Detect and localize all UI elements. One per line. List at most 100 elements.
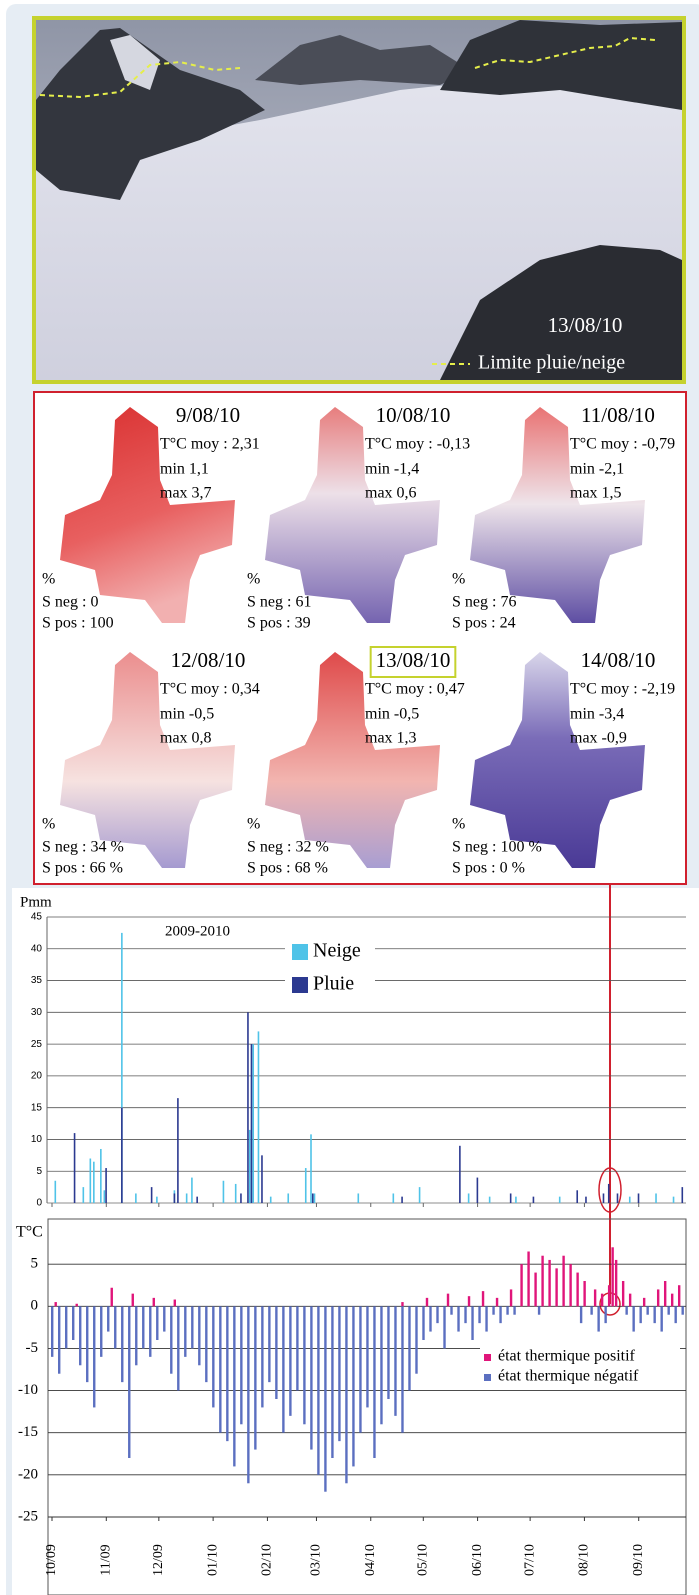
map-stat: max 3,7 [160, 485, 212, 502]
bar [579, 1306, 583, 1324]
bar [100, 1306, 103, 1357]
legend-label: état thermique positif [498, 1348, 636, 1365]
bar [585, 1196, 587, 1203]
y-axis-label: T°C [16, 1224, 43, 1241]
map-stat: min -2,1 [570, 461, 624, 478]
bar [198, 1306, 201, 1366]
bar [110, 1287, 113, 1307]
x-tick-label: 02/10 [260, 1544, 275, 1576]
map-stat: T°C moy : 2,31 [160, 436, 260, 453]
bar [185, 1193, 188, 1203]
bar [616, 1193, 619, 1203]
bar [513, 1306, 516, 1315]
bar [425, 1297, 429, 1307]
glacier-map [470, 407, 645, 623]
bar [681, 1306, 684, 1315]
bar [476, 1177, 479, 1203]
x-tick-label: 09/10 [631, 1544, 646, 1576]
x-tick-label: 10/09 [44, 1544, 59, 1576]
bar [628, 1293, 632, 1307]
bar [128, 1306, 131, 1458]
glacier-map [265, 652, 440, 868]
bar [177, 1098, 179, 1203]
legend-background [480, 1367, 680, 1387]
bar [75, 1303, 78, 1307]
bar [558, 1196, 561, 1203]
bar [467, 1296, 471, 1307]
map-share: S pos : 39 [247, 615, 311, 632]
map-date: 10/08/10 [376, 403, 451, 427]
legend-label: Pluie [313, 973, 354, 995]
bar [436, 1306, 439, 1324]
bar [310, 1306, 313, 1450]
bar [89, 1158, 92, 1203]
bar [357, 1193, 360, 1203]
bar [537, 1306, 541, 1315]
bar [338, 1306, 341, 1442]
map-stat: min 1,1 [160, 461, 209, 478]
bar [177, 1306, 180, 1391]
bar [576, 1190, 579, 1203]
bar [142, 1306, 145, 1349]
x-tick-label: 03/10 [309, 1544, 324, 1576]
bar [163, 1306, 166, 1332]
map-date: 9/08/10 [176, 403, 240, 427]
bar [534, 1272, 537, 1307]
bar [443, 1306, 446, 1349]
map-share: S neg : 76 [452, 594, 516, 611]
photo-legend: Limite pluie/neige [478, 352, 625, 374]
bar [628, 1196, 631, 1203]
bar [506, 1306, 509, 1315]
bar [250, 1044, 253, 1203]
bar [394, 1306, 397, 1416]
photo-date: 13/08/10 [548, 313, 623, 337]
bar [607, 1183, 610, 1203]
chart-background [12, 888, 699, 1595]
map-stat: min -0,5 [160, 706, 214, 723]
x-tick-label: 11/09 [99, 1544, 114, 1575]
bar [152, 1297, 155, 1307]
bar [660, 1306, 663, 1332]
bar [313, 1193, 316, 1203]
bar [247, 1012, 249, 1203]
bar [602, 1193, 605, 1203]
bar [289, 1306, 292, 1416]
bar [86, 1306, 89, 1383]
bar [252, 1044, 255, 1203]
bar [100, 1148, 102, 1203]
legend-background [480, 1347, 680, 1367]
bar [345, 1306, 348, 1484]
y-tick-label: -20 [18, 1466, 38, 1482]
map-share: S neg : 32 % [247, 839, 329, 856]
bar [73, 1133, 76, 1203]
bar [212, 1306, 215, 1408]
legend-swatch [484, 1374, 491, 1381]
bar [184, 1306, 187, 1357]
bar [51, 1306, 54, 1357]
bar [464, 1306, 467, 1324]
bar [401, 1306, 404, 1433]
bar [646, 1306, 649, 1315]
y-tick-label: 35 [31, 975, 43, 986]
bar [674, 1306, 677, 1324]
bar [191, 1177, 193, 1203]
bar [614, 1259, 618, 1307]
bar [562, 1255, 565, 1307]
bar [418, 1187, 421, 1203]
bar [607, 1285, 611, 1307]
y-tick-label: -25 [18, 1508, 38, 1524]
bar [515, 1196, 517, 1203]
map-share: S pos : 68 % [247, 860, 328, 877]
bar [247, 1306, 250, 1484]
map-stat: T°C moy : -0,13 [365, 436, 470, 453]
bar [429, 1306, 432, 1332]
y-tick-label: -15 [18, 1424, 38, 1440]
map-share: % [247, 816, 260, 833]
glacier-map [265, 407, 440, 623]
map-share: S neg : 0 [42, 594, 98, 611]
y-tick-label: 20 [31, 1071, 43, 1082]
bar [593, 1289, 597, 1307]
bar [121, 932, 123, 1203]
bar [105, 1168, 107, 1203]
